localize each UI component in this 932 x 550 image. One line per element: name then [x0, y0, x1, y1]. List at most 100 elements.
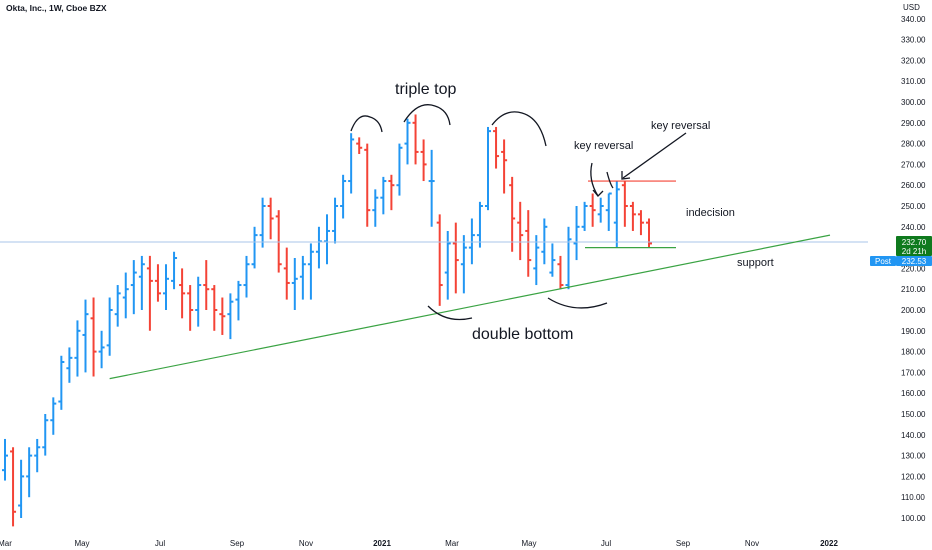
double-bottom-label: double bottom [472, 326, 573, 343]
ohlc-bar [307, 243, 314, 300]
ohlc-bar [26, 447, 33, 498]
ohlc-bar [203, 260, 210, 310]
ohlc-bar [179, 268, 186, 319]
ohlc-bar [235, 280, 242, 321]
ohlc-bar [98, 330, 105, 369]
price-tick-label: 100.00 [901, 514, 926, 523]
price-tick-label: 270.00 [901, 160, 926, 169]
ohlc-bar [493, 126, 500, 169]
ohlc-bar [549, 243, 556, 277]
ohlc-bar [637, 210, 644, 236]
ohlc-bar [50, 397, 57, 435]
ohlc-bar [372, 189, 379, 227]
ohlc-bar [267, 197, 274, 240]
support-label: support [737, 257, 774, 269]
ohlc-bar [501, 139, 508, 194]
ohlc-bar [74, 320, 81, 377]
ohlc-bar [219, 297, 226, 335]
price-tick-label: 280.00 [901, 140, 926, 149]
ohlc-bar [283, 247, 290, 300]
ohlc-bar [428, 149, 435, 227]
currency-label: USD [903, 3, 920, 12]
bar-countdown: 2d 21h [902, 247, 926, 256]
post-label: Post [875, 257, 892, 266]
time-tick-label: Nov [745, 539, 759, 548]
bottom-curve-1 [427, 305, 473, 321]
ohlc-bar [10, 447, 17, 527]
price-tick-label: 220.00 [901, 264, 926, 273]
price-tick-label: 310.00 [901, 77, 926, 86]
ohlc-bar [122, 272, 129, 319]
price-tick-label: 260.00 [901, 181, 926, 190]
support-trendline[interactable] [109, 234, 831, 380]
ohlc-bar [380, 176, 387, 215]
top-curve-3 [491, 111, 547, 147]
bottom-curve-2 [547, 297, 608, 309]
ohlc-bar [396, 143, 403, 196]
ohlc-bar [646, 218, 652, 248]
ohlc-bar [211, 285, 218, 331]
ohlc-bar [340, 174, 347, 219]
ohlc-bar [114, 285, 121, 327]
ohlc-bar [541, 218, 548, 265]
price-tick-label: 160.00 [901, 389, 926, 398]
ohlc-bar [468, 218, 475, 265]
ohlc-bar [517, 201, 524, 261]
price-tick-label: 200.00 [901, 306, 926, 315]
ohlc-bar [34, 438, 41, 473]
key-reversal-arrowhead-3 [621, 171, 631, 180]
time-axis[interactable]: Mar May Jul Sep Nov 2021 Mar May Jul Sep Nov 2022 [0, 539, 838, 548]
ohlc-bar [163, 264, 169, 310]
ohlc-bar [388, 174, 395, 211]
ohlc-bar [42, 414, 49, 456]
ohlc-bar [154, 264, 161, 302]
ohlc-bar [525, 210, 532, 277]
price-tick-label: 120.00 [901, 472, 926, 481]
time-tick-label: Sep [676, 539, 691, 548]
top-curve-1 [350, 115, 383, 133]
ohlc-bar [597, 197, 604, 223]
key-reversal-label-1: key reversal [574, 140, 633, 152]
ohlc-bar [146, 255, 153, 331]
key-reversal-arrowhead-1 [592, 189, 604, 197]
ohlc-bar [356, 137, 363, 154]
ohlc-bar [130, 260, 137, 315]
time-tick-label: Sep [230, 539, 245, 548]
ohlc-bar [565, 226, 572, 290]
price-tick-label: 150.00 [901, 410, 926, 419]
ohlc-bar [420, 139, 427, 182]
price-tick-label: 140.00 [901, 431, 926, 440]
chart-title: Okta, Inc., 1W, Cboe BZX [6, 3, 107, 13]
ohlc-bar [613, 181, 620, 248]
ohlc-bar [364, 143, 371, 227]
ohlc-bar [251, 226, 258, 269]
ohlc-bar [581, 201, 588, 231]
price-tick-label: 190.00 [901, 327, 926, 336]
time-tick-label: May [74, 539, 89, 548]
ohlc-bar [573, 206, 580, 261]
price-tick-label: 340.00 [901, 15, 926, 24]
time-tick-label: Nov [299, 539, 313, 548]
ohlc-bars [2, 114, 652, 527]
ohlc-bar [227, 293, 234, 340]
price-tick-label: 130.00 [901, 452, 926, 461]
triple-top-label: triple top [395, 81, 456, 98]
ohlc-bar [187, 285, 194, 331]
ohlc-bar [404, 118, 411, 165]
ohlc-bar [460, 235, 467, 294]
ohlc-bar [243, 255, 250, 298]
ohlc-bar [299, 255, 306, 300]
time-tick-label: Jul [155, 539, 165, 548]
price-tick-label: 170.00 [901, 368, 926, 377]
ohlc-bar [452, 222, 459, 294]
time-tick-label: May [521, 539, 536, 548]
time-tick-label: Jul [601, 539, 611, 548]
indecision-label: indecision [686, 207, 735, 219]
ohlc-bar [171, 251, 178, 290]
ohlc-bar [90, 297, 97, 377]
ohlc-bar [348, 133, 355, 194]
ohlc-bar [291, 258, 298, 310]
key-reversal-arrow-3 [622, 132, 687, 179]
ohlc-bar [66, 347, 73, 383]
